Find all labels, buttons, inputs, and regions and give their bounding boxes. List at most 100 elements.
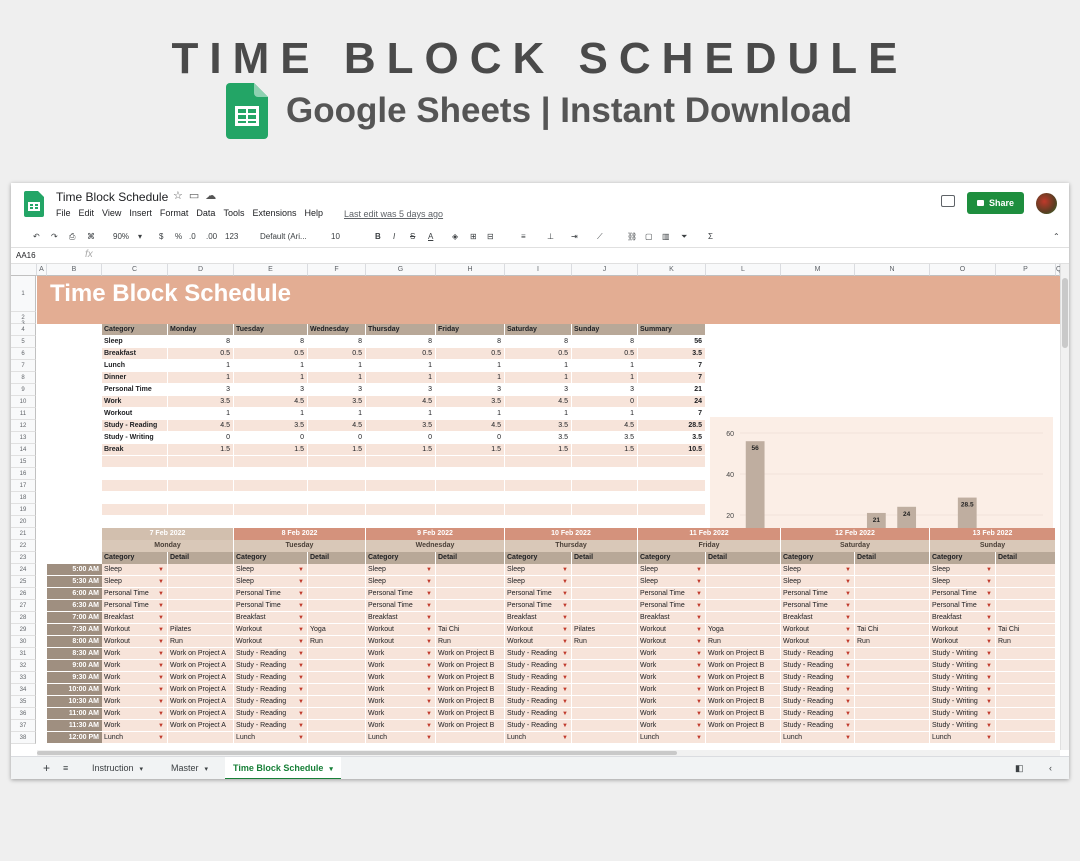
summary-value-cell[interactable]: 0.5 [234, 348, 308, 360]
category-dropdown[interactable]: Workout ▼ [366, 636, 436, 648]
move-folder-icon[interactable]: ▭ [188, 190, 206, 202]
dropdown-arrow-icon[interactable]: ▼ [298, 627, 304, 633]
dropdown-arrow-icon[interactable]: ▼ [562, 699, 568, 705]
menu-item-format[interactable]: Format [159, 208, 189, 218]
row-header[interactable]: 34 [11, 684, 36, 696]
dropdown-arrow-icon[interactable]: ▼ [986, 735, 992, 741]
empty-cell[interactable] [572, 504, 638, 516]
dropdown-arrow-icon[interactable]: ▼ [426, 627, 432, 633]
detail-cell[interactable]: Tai Chi [436, 624, 505, 636]
detail-cell[interactable] [572, 672, 638, 684]
menu-item-help[interactable]: Help [304, 208, 323, 218]
detail-cell[interactable] [572, 600, 638, 612]
dropdown-arrow-icon[interactable]: ▼ [158, 603, 164, 609]
row-header[interactable]: 33 [11, 672, 36, 684]
dropdown-arrow-icon[interactable]: ▼ [845, 711, 851, 717]
empty-cell[interactable] [505, 504, 572, 516]
font-size-select[interactable]: 10 [331, 232, 340, 241]
dropdown-arrow-icon[interactable]: ▼ [845, 723, 851, 729]
category-dropdown[interactable]: Study - Reading ▼ [505, 696, 572, 708]
summary-value-cell[interactable]: 1.5 [505, 444, 572, 456]
fill-color-icon[interactable]: ◈ [452, 232, 459, 241]
empty-cell[interactable] [102, 492, 168, 504]
empty-cell[interactable] [366, 456, 436, 468]
empty-cell[interactable] [366, 480, 436, 492]
dropdown-arrow-icon[interactable]: ▼ [845, 675, 851, 681]
dropdown-arrow-icon[interactable]: ▼ [158, 675, 164, 681]
insert-chart-icon[interactable]: ▥ [662, 232, 670, 241]
category-dropdown[interactable]: Breakfast ▼ [102, 612, 168, 624]
summary-value-cell[interactable]: 3.5 [234, 420, 308, 432]
detail-cell[interactable] [308, 684, 366, 696]
summary-value-cell[interactable]: 1 [436, 408, 505, 420]
category-dropdown[interactable]: Work ▼ [638, 684, 706, 696]
detail-cell[interactable] [996, 612, 1056, 624]
summary-value-cell[interactable]: 8 [572, 336, 638, 348]
summary-value-cell[interactable]: Wednesday [308, 324, 366, 336]
dropdown-arrow-icon[interactable]: ▼ [696, 663, 702, 669]
category-dropdown[interactable]: Study - Writing ▼ [930, 672, 996, 684]
empty-cell[interactable] [234, 492, 308, 504]
detail-cell[interactable] [168, 600, 234, 612]
summary-category-cell[interactable]: Dinner [102, 372, 168, 384]
dropdown-arrow-icon[interactable]: ▼ [986, 675, 992, 681]
dropdown-arrow-icon[interactable]: ▼ [986, 663, 992, 669]
sheets-home-icon[interactable] [24, 191, 44, 217]
empty-cell[interactable] [308, 480, 366, 492]
summary-value-cell[interactable]: 8 [168, 336, 234, 348]
detail-cell[interactable] [572, 564, 638, 576]
category-dropdown[interactable]: Study - Reading ▼ [234, 684, 308, 696]
detail-cell[interactable] [308, 696, 366, 708]
category-dropdown[interactable]: Work ▼ [366, 660, 436, 672]
category-dropdown[interactable]: Work ▼ [366, 672, 436, 684]
empty-cell[interactable] [572, 468, 638, 480]
empty-cell[interactable] [572, 480, 638, 492]
dropdown-arrow-icon[interactable]: ▼ [696, 723, 702, 729]
detail-cell[interactable]: Work on Project B [706, 648, 781, 660]
category-dropdown[interactable]: Work ▼ [102, 648, 168, 660]
detail-cell[interactable]: Work on Project A [168, 684, 234, 696]
summary-value-cell[interactable]: 0 [234, 432, 308, 444]
category-dropdown[interactable]: Personal Time ▼ [638, 600, 706, 612]
category-dropdown[interactable]: Personal Time ▼ [930, 588, 996, 600]
menu-item-insert[interactable]: Insert [129, 208, 152, 218]
dropdown-arrow-icon[interactable]: ▼ [845, 699, 851, 705]
category-dropdown[interactable]: Personal Time ▼ [505, 600, 572, 612]
dropdown-arrow-icon[interactable]: ▼ [426, 699, 432, 705]
vertical-scroll-thumb[interactable] [1062, 278, 1068, 348]
row-header[interactable]: 17 [11, 480, 36, 492]
summary-value-cell[interactable]: 3.5 [168, 396, 234, 408]
summary-value-cell[interactable]: 0.5 [436, 348, 505, 360]
row-header[interactable]: 19 [11, 504, 36, 516]
row-header[interactable]: 8 [11, 372, 36, 384]
cloud-status-icon[interactable]: ☁ [205, 190, 223, 202]
empty-cell[interactable] [102, 456, 168, 468]
dropdown-arrow-icon[interactable]: ▼ [426, 663, 432, 669]
category-dropdown[interactable]: Sleep ▼ [505, 564, 572, 576]
dropdown-arrow-icon[interactable]: ▼ [298, 651, 304, 657]
star-icon[interactable]: ☆ [173, 190, 189, 202]
detail-cell[interactable] [572, 588, 638, 600]
empty-cell[interactable] [308, 504, 366, 516]
detail-cell[interactable] [855, 588, 930, 600]
empty-cell[interactable] [436, 492, 505, 504]
detail-cell[interactable] [996, 576, 1056, 588]
dropdown-arrow-icon[interactable]: ▼ [986, 591, 992, 597]
add-sheet-icon[interactable]: + [43, 761, 51, 775]
detail-cell[interactable] [996, 720, 1056, 732]
summary-value-cell[interactable]: 3.5 [505, 432, 572, 444]
category-dropdown[interactable]: Personal Time ▼ [781, 600, 855, 612]
dropdown-arrow-icon[interactable]: ▼ [426, 675, 432, 681]
dropdown-arrow-icon[interactable]: ▼ [696, 735, 702, 741]
empty-cell[interactable] [234, 456, 308, 468]
detail-cell[interactable] [572, 648, 638, 660]
column-header[interactable]: L [706, 264, 781, 276]
category-dropdown[interactable]: Work ▼ [102, 720, 168, 732]
category-dropdown[interactable]: Work ▼ [102, 672, 168, 684]
detail-cell[interactable]: Run [996, 636, 1056, 648]
empty-cell[interactable] [308, 468, 366, 480]
summary-value-cell[interactable]: 4.5 [436, 420, 505, 432]
detail-cell[interactable]: Pilates [572, 624, 638, 636]
detail-cell[interactable]: Work on Project B [706, 696, 781, 708]
font-select[interactable]: Default (Ari... [260, 232, 307, 241]
